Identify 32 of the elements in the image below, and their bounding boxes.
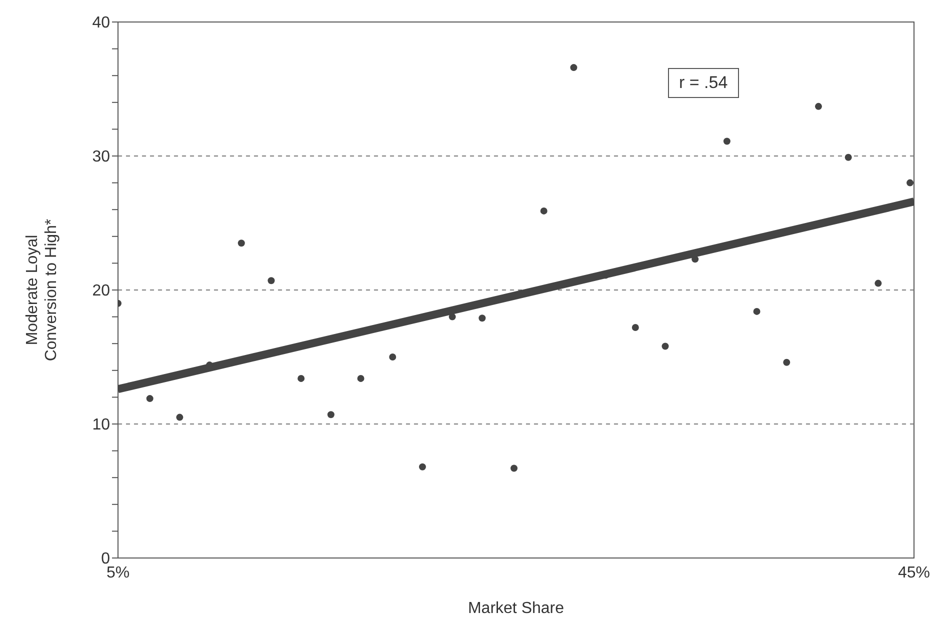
point	[389, 354, 396, 360]
point	[540, 207, 548, 214]
point	[632, 324, 639, 332]
y-tick-label: 10	[92, 416, 110, 434]
y-axis-title: Moderate Loyal Conversion to High*	[24, 218, 60, 362]
point	[723, 138, 730, 145]
point	[906, 179, 914, 186]
point	[418, 463, 426, 470]
point	[874, 280, 882, 287]
x-tick-label: 45%	[898, 564, 930, 582]
point	[327, 411, 334, 418]
point	[510, 464, 518, 472]
point	[692, 256, 699, 263]
point	[814, 102, 822, 110]
point	[570, 64, 578, 72]
x-axis-title: Market Share	[468, 600, 564, 617]
y-tick-label: 20	[92, 282, 110, 300]
point	[478, 314, 486, 322]
point	[753, 308, 760, 315]
point	[844, 154, 852, 161]
point	[357, 374, 364, 382]
point	[298, 374, 305, 382]
point	[662, 342, 669, 350]
point	[238, 240, 245, 247]
point	[176, 414, 184, 421]
point	[448, 313, 456, 320]
point	[146, 395, 154, 402]
y-tick-label: 30	[92, 148, 110, 166]
point	[268, 277, 275, 284]
annotation: r = .54	[668, 68, 739, 98]
point	[783, 358, 790, 366]
y-tick-label: 40	[92, 14, 110, 32]
